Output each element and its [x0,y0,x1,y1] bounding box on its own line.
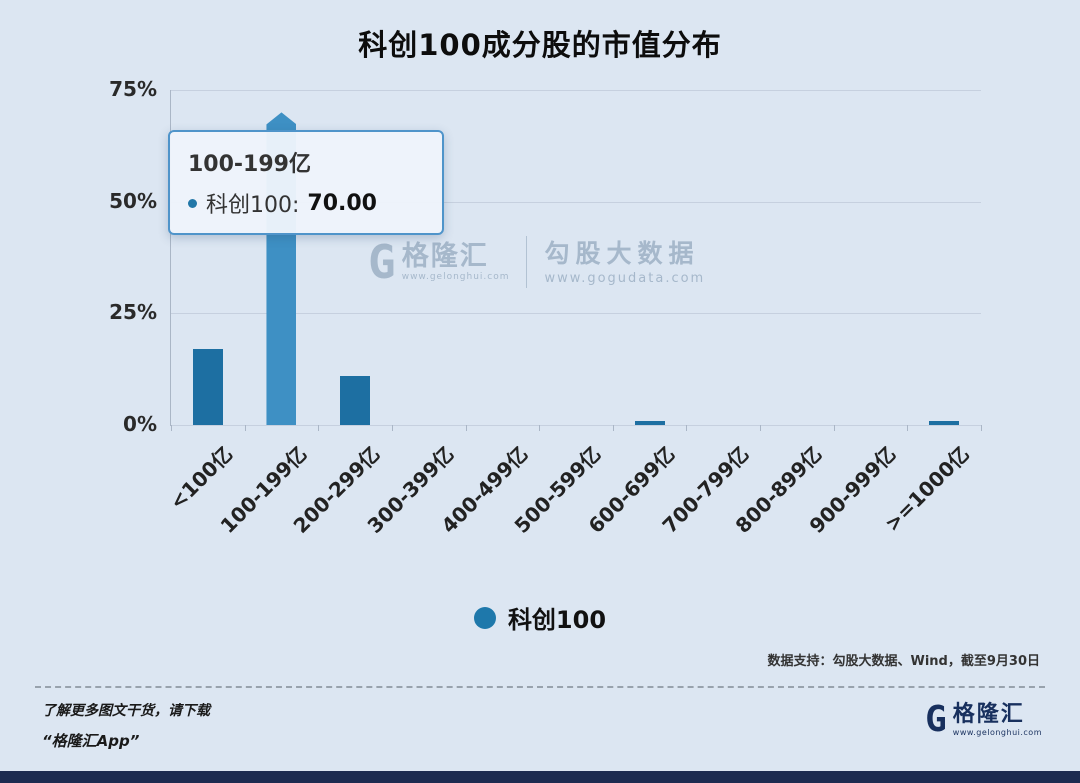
gelonghui-logo-icon: G [368,235,396,289]
gridline [171,201,981,203]
x-axis-labels: <100亿 100-199亿 200-299亿 300-399亿 400-499亿 500… [165,425,981,575]
footer-brand-block: 格隆汇 www.gelonghui.com [952,702,1042,737]
footer-note: 了解更多图文干货，请下载 “格隆汇App” [42,700,210,751]
chart-tooltip: 100-199亿 科创100: 70.00 [168,130,444,235]
x-axis-tick [465,425,467,431]
source-note: 数据支持：勾股大数据、Wind，截至9月30日 [767,654,1041,669]
series-dot-icon [188,198,197,208]
footer-brand: G 格隆汇 www.gelonghui.com [925,702,1042,738]
x-axis-tick [686,425,688,431]
footer-line1: 了解更多图文干货，请下载 [42,703,210,719]
y-axis-label: 25% [109,300,157,325]
gridline [171,425,981,426]
footer-divider [35,686,1045,688]
tooltip-category: 100-199亿 [188,152,311,177]
chart-bar[interactable] [634,420,665,425]
tooltip-value: 70.00 [307,190,377,216]
tooltip-series-row: 科创100: 70.00 [188,187,424,219]
tooltip-series-label: 科创100: [206,193,300,218]
gridline [171,313,981,315]
watermark-product-name: 勾股大数据 [544,239,700,269]
x-axis-tick [833,425,835,431]
y-axis-label: 75% [109,77,157,101]
chart-bar[interactable] [340,375,371,425]
footer-brand-name: 格隆汇 [952,702,1025,728]
watermark-brand-name: 格隆汇 [401,241,489,273]
y-axis-label: 50% [109,188,157,213]
bar-slot [760,90,834,425]
watermark: G 格隆汇 www.gelonghui.com 勾股大数据 www.goguda… [368,236,705,288]
watermark-product-url: www.gogudata.com [544,270,706,286]
chart-bar[interactable] [929,420,960,425]
watermark-brand-url: www.gelonghui.com [401,271,510,282]
legend-label: 科创100 [507,606,607,634]
bar-slot [907,90,981,425]
chart-bar[interactable] [192,349,223,425]
watermark-brand-block: 格隆汇 www.gelonghui.com [402,242,510,282]
y-axis-label: 0% [123,412,157,436]
bar-slot [834,90,908,425]
footer-brand-url: www.gelonghui.com [952,727,1042,737]
x-axis-tick [539,425,541,431]
watermark-divider [525,236,527,288]
footer-line2: “格隆汇App” [42,732,140,750]
gridline [171,90,981,91]
gelonghui-footer-logo-icon: G [925,699,947,740]
legend-dot-icon [473,606,496,629]
bar-slot [613,90,687,425]
chart-title: 科创100成分股的市值分布 [358,28,722,62]
bottom-bar [0,771,1080,783]
x-label-slot: >=1000亿 [880,425,981,575]
watermark-product-block: 勾股大数据 www.gogudata.com [545,238,706,286]
x-axis-tick [907,425,909,431]
x-axis-tick [318,425,320,431]
x-axis-tick [981,425,982,431]
x-axis-tick [244,425,246,431]
chart-legend[interactable]: 科创100 [0,600,1080,635]
bar-slot [171,90,245,425]
x-axis-tick [391,425,393,431]
x-axis-tick [760,425,762,431]
bar-slot [318,90,392,425]
x-axis-tick [612,425,614,431]
x-axis-tick [171,425,172,431]
